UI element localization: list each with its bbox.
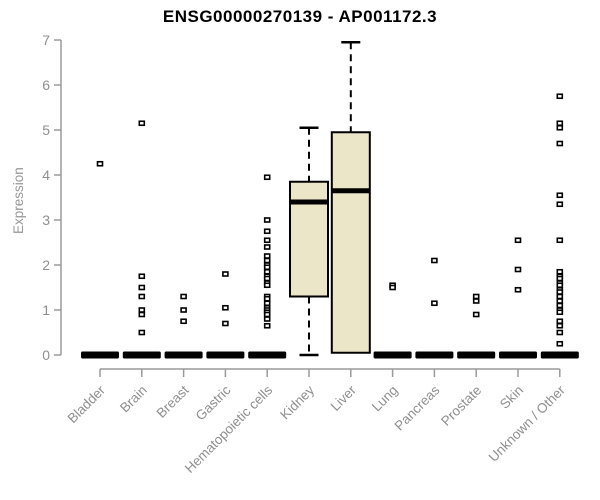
- outlier-point: [263, 311, 271, 318]
- outlier-point: [556, 140, 564, 147]
- x-tick-label: Prostate: [438, 383, 484, 429]
- outlier-point: [431, 257, 438, 264]
- x-tick-label: Lung: [369, 383, 401, 415]
- outlier-point: [96, 160, 104, 167]
- box-rect: [289, 180, 329, 298]
- outlier-point: [472, 293, 480, 300]
- outlier-point: [556, 237, 564, 244]
- outlier-point: [138, 293, 146, 300]
- outlier-point: [556, 282, 564, 289]
- outlier-point: [263, 275, 271, 282]
- outlier-point: [263, 237, 271, 244]
- outlier-point: [222, 320, 229, 327]
- outlier-point: [222, 271, 229, 277]
- outlier-point: [556, 329, 564, 336]
- outlier-point: [556, 93, 564, 100]
- y-tick-label: 4: [42, 167, 50, 183]
- x-tick-label: Brain: [117, 383, 150, 416]
- outlier-point: [263, 257, 271, 264]
- outlier-point: [138, 284, 146, 291]
- outlier-point: [263, 268, 271, 275]
- y-tick-label: 2: [42, 257, 50, 273]
- outlier-point: [180, 318, 187, 325]
- collapsed-box: [373, 351, 412, 359]
- outlier-point: [263, 217, 271, 223]
- chart-title: ENSG00000270139 - AP001172.3: [162, 7, 438, 26]
- outlier-point: [556, 268, 564, 275]
- outlier-point: [472, 298, 480, 304]
- outlier-point: [556, 298, 564, 304]
- outlier-point: [138, 120, 146, 127]
- y-tick-label: 6: [42, 77, 50, 93]
- collapsed-box: [122, 351, 161, 359]
- outlier-point: [514, 266, 522, 273]
- outlier-point: [556, 289, 564, 295]
- outlier-point: [138, 307, 146, 313]
- outlier-point: [263, 228, 271, 235]
- outlier-point: [222, 304, 229, 311]
- outlier-point: [180, 293, 187, 300]
- x-tick-label: Breast: [154, 382, 192, 420]
- median-line: [290, 199, 328, 205]
- outlier-point: [556, 124, 564, 131]
- y-tick-label: 5: [42, 122, 50, 138]
- outlier-point: [556, 318, 564, 325]
- y-tick-label: 7: [42, 32, 50, 48]
- y-tick-label: 3: [42, 212, 50, 228]
- y-tick-label: 0: [42, 347, 50, 363]
- outlier-point: [556, 340, 564, 347]
- collapsed-box: [81, 351, 119, 359]
- x-tick-label: Pancreas: [392, 382, 443, 433]
- x-tick-label: Skin: [497, 383, 526, 412]
- x-tick-label: Bladder: [65, 382, 109, 426]
- x-tick-label: Liver: [328, 382, 360, 414]
- outlier-point: [514, 237, 522, 244]
- collapsed-box: [457, 351, 496, 359]
- outlier-point: [556, 322, 564, 329]
- outlier-point: [263, 316, 271, 322]
- outlier-point: [431, 300, 438, 307]
- collapsed-box: [164, 351, 203, 359]
- outlier-point: [263, 295, 271, 302]
- outlier-point: [263, 264, 271, 271]
- x-tick-label: Gastric: [193, 382, 234, 423]
- collapsed-box: [499, 351, 537, 359]
- outlier-point: [556, 275, 564, 282]
- outlier-point: [180, 307, 187, 313]
- outlier-point: [514, 286, 522, 293]
- outlier-point: [556, 192, 564, 199]
- outlier-point: [263, 244, 271, 250]
- outlier-point: [263, 300, 271, 307]
- outlier-point: [472, 311, 480, 318]
- outlier-point: [389, 284, 396, 291]
- x-tick-label: Kidney: [277, 382, 317, 422]
- outlier-point: [556, 201, 564, 208]
- median-line: [331, 188, 370, 194]
- outlier-point: [263, 174, 271, 181]
- outlier-point: [263, 322, 271, 329]
- outlier-point: [556, 302, 564, 309]
- outlier-point: [263, 253, 271, 259]
- collapsed-box: [206, 351, 245, 359]
- collapsed-box: [248, 351, 287, 359]
- collapsed-box: [540, 351, 579, 359]
- outlier-point: [556, 120, 564, 127]
- x-tick-label: Unknown / Other: [486, 382, 569, 465]
- outlier-point: [138, 329, 146, 336]
- collapsed-box: [415, 351, 454, 359]
- outlier-point: [556, 293, 564, 300]
- outlier-point: [138, 311, 146, 318]
- outlier-point: [138, 273, 146, 280]
- outlier-point: [263, 282, 271, 289]
- outlier-point: [556, 309, 564, 316]
- y-tick-label: 1: [42, 302, 50, 318]
- box-rect: [330, 131, 371, 354]
